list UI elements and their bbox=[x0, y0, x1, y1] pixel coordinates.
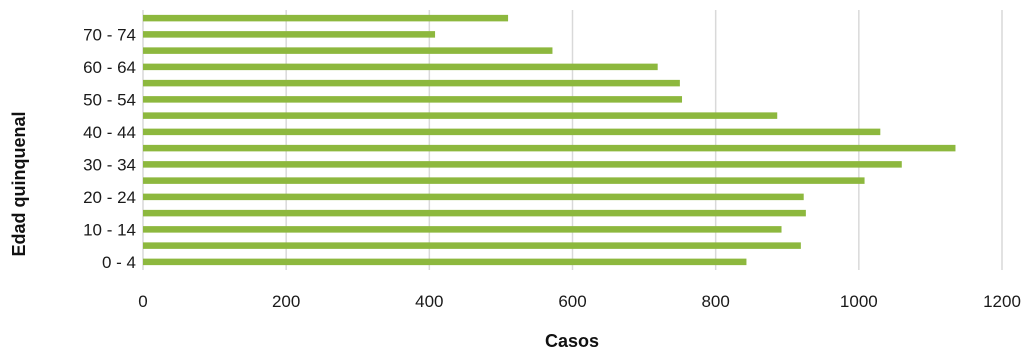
x-axis-title: Casos bbox=[545, 331, 599, 351]
x-tick-label-0: 0 bbox=[138, 292, 147, 311]
bar-10 bbox=[143, 96, 683, 103]
bar-3 bbox=[143, 209, 806, 217]
x-tick-label-1: 200 bbox=[272, 292, 300, 311]
bar-4 bbox=[143, 193, 804, 201]
bar-6 bbox=[143, 161, 902, 168]
bar-14 bbox=[143, 31, 436, 38]
y-tick-label-5: 50 - 54 bbox=[83, 90, 136, 109]
y-tick-label-0: 0 - 4 bbox=[102, 253, 136, 272]
x-tick-label-5: 1000 bbox=[840, 292, 878, 311]
y-tick-label-3: 30 - 34 bbox=[83, 155, 136, 174]
bar-11 bbox=[143, 79, 680, 87]
y-tick-label-7: 70 - 74 bbox=[83, 25, 136, 44]
bar-7 bbox=[143, 144, 956, 152]
bar-13 bbox=[143, 47, 553, 54]
y-tick-label-2: 20 - 24 bbox=[83, 188, 136, 207]
x-tick-label-6: 1200 bbox=[983, 292, 1021, 311]
x-tick-label-4: 800 bbox=[701, 292, 729, 311]
y-axis-title: Edad quinquenal bbox=[9, 111, 29, 256]
bar-0 bbox=[143, 258, 747, 266]
bar-8 bbox=[143, 128, 881, 136]
bars bbox=[143, 14, 956, 266]
y-tick-labels: 0 - 4 10 - 14 20 - 24 30 - 34 40 - 44 50 - 54… bbox=[83, 25, 136, 272]
bar-15 bbox=[143, 14, 509, 22]
y-tick-label-6: 60 - 64 bbox=[83, 58, 136, 77]
bar-9 bbox=[143, 112, 778, 119]
y-tick-label-4: 40 - 44 bbox=[83, 123, 136, 142]
x-tick-labels: 0 200 400 600 800 1000 1200 bbox=[138, 292, 1021, 311]
x-tick-label-2: 400 bbox=[415, 292, 443, 311]
x-tick-label-3: 600 bbox=[558, 292, 586, 311]
y-tick-label-1: 10 - 14 bbox=[83, 220, 136, 239]
bar-1 bbox=[143, 242, 801, 249]
bar-5 bbox=[143, 177, 865, 184]
bar-2 bbox=[143, 226, 782, 233]
bar-12 bbox=[143, 63, 658, 71]
